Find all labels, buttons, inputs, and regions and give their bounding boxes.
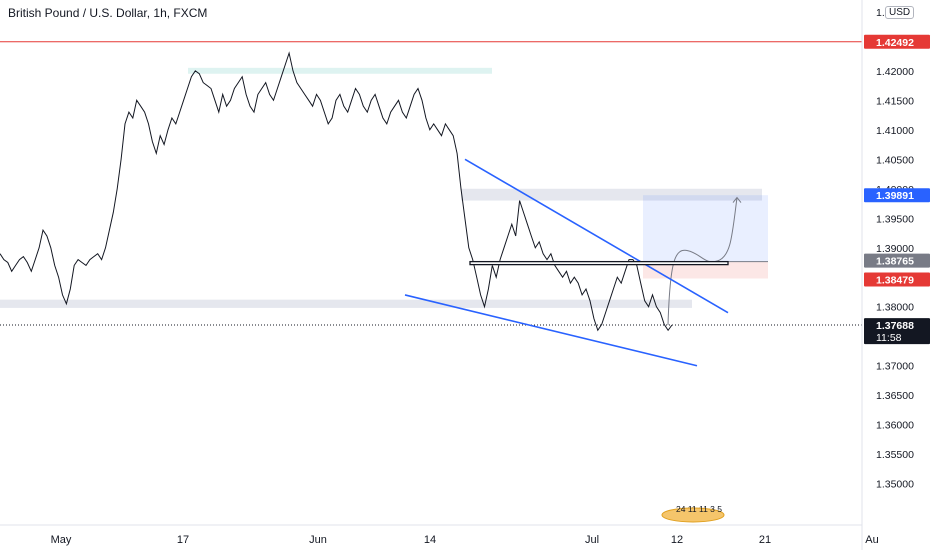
drawings-layer[interactable] xyxy=(0,41,862,367)
price-tick-label: 1.36500 xyxy=(876,390,914,402)
price-label-text: 1.42492 xyxy=(876,37,914,49)
support-zone[interactable] xyxy=(0,299,692,308)
time-tick-label: May xyxy=(51,534,72,546)
projection-path[interactable] xyxy=(667,197,738,326)
time-tick-label: 21 xyxy=(759,534,771,546)
price-label-text: 1.37688 xyxy=(876,320,914,332)
time-tick-label: Jul xyxy=(585,534,599,546)
price-tick-label: 1.41500 xyxy=(876,95,914,107)
price-tick-label: 1.39000 xyxy=(876,243,914,255)
price-tick-label: 1.35000 xyxy=(876,479,914,491)
projection-arrowhead xyxy=(732,196,742,203)
price-label-box xyxy=(864,34,930,49)
upper-channel-trendline[interactable] xyxy=(464,158,729,314)
event-counts: 24 11 11 3 5 xyxy=(676,504,722,514)
supply-zone[interactable] xyxy=(461,188,762,201)
lower-channel-trendline[interactable] xyxy=(404,294,698,367)
price-label-box xyxy=(864,253,930,268)
price-tick-label: 1.39500 xyxy=(876,213,914,225)
price-tick-label: 1.41000 xyxy=(876,125,914,137)
chart-title: British Pound / U.S. Dollar, 1h, FXCM xyxy=(8,6,208,20)
price-tick-label: 1.36000 xyxy=(876,420,914,432)
events-layer[interactable]: 24 11 11 3 5 xyxy=(661,504,725,523)
price-label-box xyxy=(864,188,930,203)
price-label-box xyxy=(864,272,930,287)
time-tick-label: Au xyxy=(865,534,878,546)
price-tick-label: 1.35500 xyxy=(876,449,914,461)
price-line xyxy=(0,51,673,332)
price-tick-label: 1.42000 xyxy=(876,66,914,78)
zones-layer xyxy=(0,67,762,308)
position-profit-zone[interactable] xyxy=(643,195,768,262)
price-label-text: 1.38765 xyxy=(876,256,914,268)
price-tick-label: 1.38000 xyxy=(876,302,914,314)
time-tick-label: Jun xyxy=(309,534,327,546)
price-series-layer xyxy=(0,51,862,332)
bar-countdown: 11:58 xyxy=(876,332,902,344)
resistance-top-zone[interactable] xyxy=(188,67,492,74)
currency-badge[interactable]: USD xyxy=(885,6,915,19)
time-tick-label: 17 xyxy=(177,534,189,546)
time-tick-label: 12 xyxy=(671,534,683,546)
long-position-tool[interactable] xyxy=(643,195,768,326)
time-axis[interactable]: May 17 Jun 14 Jul 12 21 Au xyxy=(51,534,879,546)
price-tick-label: 1.37000 xyxy=(876,361,914,373)
price-label-box xyxy=(864,318,930,345)
price-tick-label: 1.40500 xyxy=(876,154,914,166)
position-loss-zone[interactable] xyxy=(643,261,768,279)
breakout-box-rectangle[interactable] xyxy=(469,260,729,266)
time-tick-label: 14 xyxy=(424,534,436,546)
price-label-text: 1.38479 xyxy=(876,274,914,286)
economic-events-icon[interactable] xyxy=(661,507,725,523)
price-label-text: 1.39891 xyxy=(876,190,914,202)
